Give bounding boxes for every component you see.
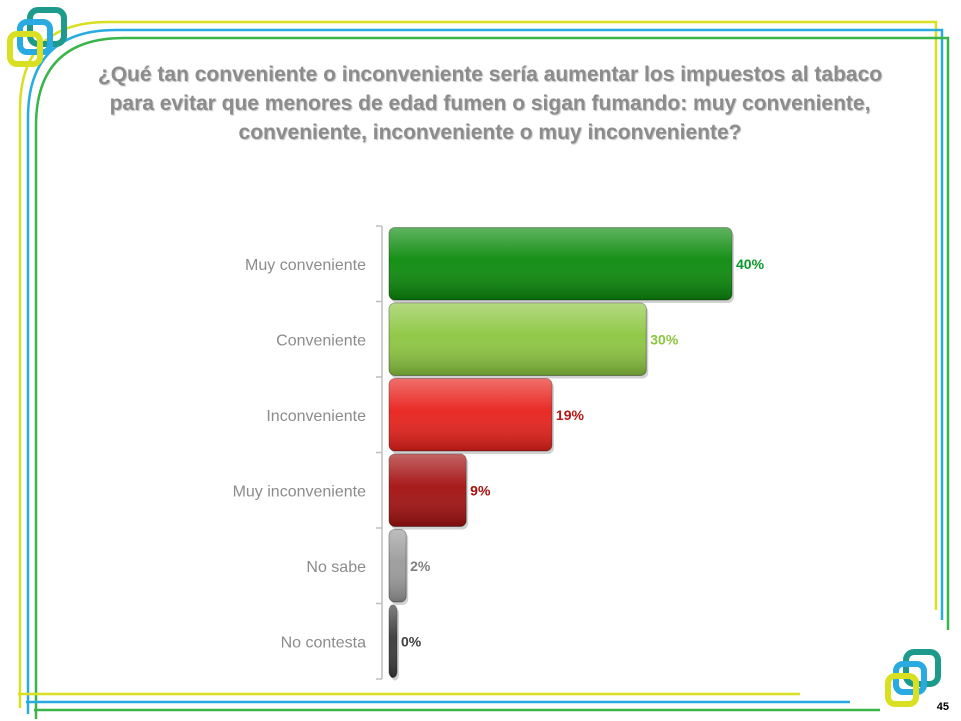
category-label: No sabe (306, 559, 366, 576)
category-label: No contesta (281, 634, 366, 651)
data-label: 0% (401, 633, 422, 649)
data-label: 2% (410, 558, 431, 574)
bar-gloss (389, 454, 467, 527)
bar-gloss (389, 303, 647, 376)
data-label: 40% (736, 256, 765, 272)
data-label: 9% (470, 482, 491, 498)
top-logo-icon (7, 7, 67, 67)
bar-gloss (389, 227, 732, 300)
category-label: Muy conveniente (245, 257, 366, 274)
page-title: ¿Qué tan conveniente o inconveniente ser… (97, 63, 883, 144)
data-label: 30% (650, 331, 679, 347)
bar-gloss (389, 605, 397, 678)
category-label: Conveniente (276, 332, 366, 349)
bar-gloss (389, 529, 407, 602)
category-label: Muy inconveniente (233, 483, 367, 500)
category-label: Inconveniente (266, 408, 366, 425)
data-label: 19% (556, 407, 585, 423)
bottom-logo-icon (885, 649, 941, 707)
page-number: 45 (936, 701, 949, 713)
bar-gloss (389, 378, 552, 451)
